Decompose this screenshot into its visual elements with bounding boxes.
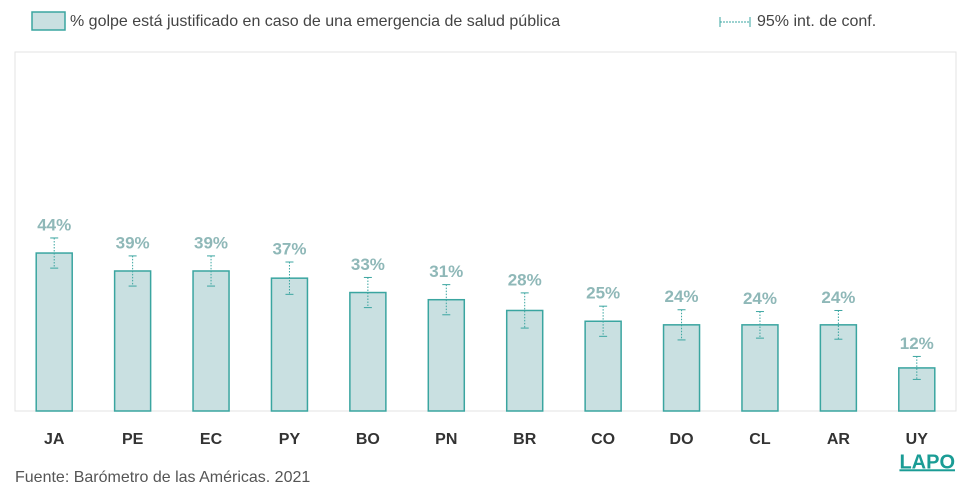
- error-bar: [912, 355, 921, 380]
- value-label: 24%: [743, 289, 777, 308]
- x-tick-label: DO: [670, 431, 694, 448]
- x-tick-label: EC: [200, 431, 223, 448]
- error-bar: [520, 292, 529, 329]
- x-tick-label: CL: [749, 431, 771, 448]
- value-label: 39%: [116, 233, 150, 252]
- source: Fuente: Barómetro de las Américas. 2021: [15, 469, 310, 486]
- value-label: 25%: [586, 284, 620, 303]
- legend-label: % golpe está justificado en caso de una …: [70, 13, 560, 30]
- logo: LAPO: [899, 451, 955, 473]
- bar: [113, 270, 152, 412]
- bar: [270, 277, 309, 412]
- x-tick-label: JA: [44, 431, 65, 448]
- value-label: 33%: [351, 255, 385, 274]
- error-bar: [285, 261, 294, 295]
- value-label: 24%: [665, 287, 699, 306]
- legend-swatch: [31, 11, 66, 31]
- bar: [35, 252, 73, 412]
- error-bar: [442, 284, 451, 316]
- bar: [349, 291, 387, 412]
- error-bar: [207, 255, 216, 287]
- x-tick-label: PN: [435, 431, 457, 448]
- x-tick-label: AR: [827, 431, 851, 448]
- value-label: 28%: [508, 270, 542, 289]
- bar: [662, 324, 701, 412]
- value-label: 12%: [900, 334, 934, 353]
- bar: [898, 367, 936, 412]
- x-tick-label: CO: [591, 431, 615, 448]
- bar: [505, 309, 544, 412]
- x-tick-label: PE: [122, 431, 144, 448]
- plot-frame: [14, 51, 957, 412]
- legend-error-icon: [719, 17, 751, 27]
- value-label: 44%: [37, 215, 71, 234]
- error-bar: [50, 237, 59, 269]
- bar: [427, 298, 466, 412]
- x-tick-label: UY: [906, 431, 929, 448]
- x-tick-label: BO: [356, 431, 380, 448]
- bar: [741, 324, 779, 412]
- error-bar: [363, 276, 372, 309]
- x-tick-label: BR: [513, 431, 537, 448]
- x-tick-label: PY: [279, 431, 301, 448]
- bar: [584, 320, 622, 412]
- value-label: 39%: [194, 233, 228, 252]
- value-label: 31%: [429, 262, 463, 281]
- error-bar: [677, 309, 686, 341]
- value-label: 37%: [272, 239, 306, 258]
- legend-error-label: 95% int. de conf.: [757, 13, 876, 30]
- value-label: 24%: [821, 288, 855, 307]
- error-bar: [128, 255, 137, 287]
- error-bar: [755, 311, 764, 339]
- error-bar: [599, 305, 608, 337]
- bar: [192, 270, 230, 412]
- error-bar: [834, 309, 843, 340]
